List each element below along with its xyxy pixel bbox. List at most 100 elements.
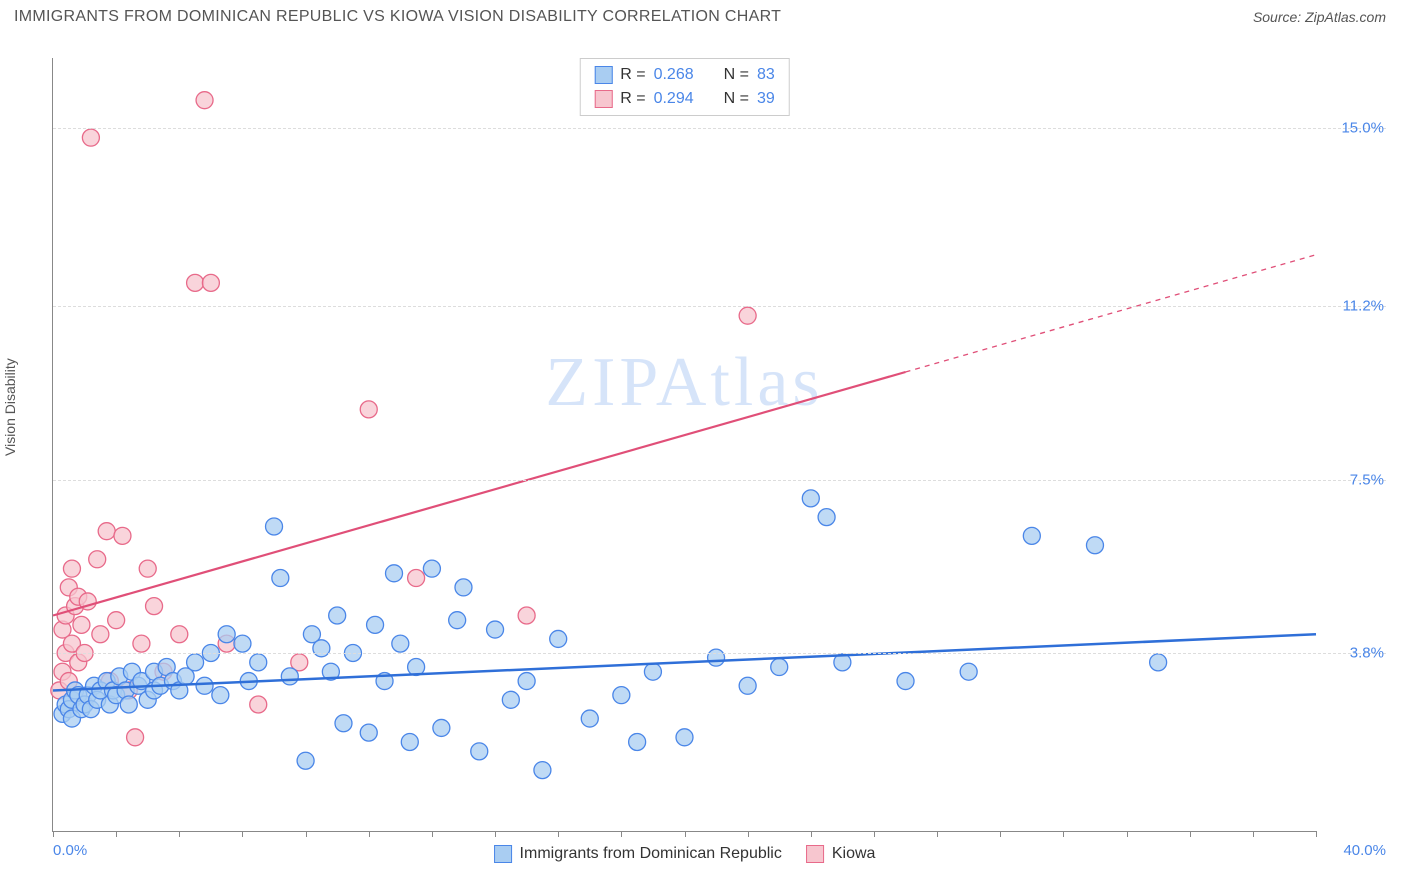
gridline: [53, 480, 1386, 481]
data-point: [250, 654, 267, 671]
x-tick: [1127, 831, 1128, 837]
data-point: [408, 570, 425, 587]
data-point: [708, 649, 725, 666]
chart-container: Vision Disability ZIPAtlas R = 0.268 N =…: [14, 40, 1386, 872]
data-point: [120, 696, 137, 713]
data-point: [386, 565, 403, 582]
source-name: ZipAtlas.com: [1305, 9, 1386, 25]
series-legend: Immigrants from Dominican Republic Kiowa: [494, 845, 876, 863]
data-point: [133, 635, 150, 652]
data-point: [272, 570, 289, 587]
data-point: [471, 743, 488, 760]
data-point: [212, 687, 229, 704]
data-point: [1086, 537, 1103, 554]
data-point: [281, 668, 298, 685]
data-point: [433, 719, 450, 736]
x-tick: [116, 831, 117, 837]
legend-r-value: 0.294: [654, 87, 694, 111]
data-point: [127, 729, 144, 746]
data-point: [335, 715, 352, 732]
data-point: [92, 626, 109, 643]
plot-area: ZIPAtlas R = 0.268 N = 83 R = 0.294 N = …: [52, 58, 1316, 832]
legend-swatch-blue: [594, 66, 612, 84]
data-point: [98, 523, 115, 540]
y-tick-label: 7.5%: [1350, 471, 1384, 488]
x-tick: [621, 831, 622, 837]
legend-n-label: N =: [724, 63, 749, 87]
data-point: [818, 509, 835, 526]
data-point: [487, 621, 504, 638]
data-point: [114, 527, 131, 544]
x-tick: [1063, 831, 1064, 837]
data-point: [196, 677, 213, 694]
data-point: [629, 733, 646, 750]
data-point: [676, 729, 693, 746]
scatter-svg: [53, 58, 1316, 831]
legend-n-value: 83: [757, 63, 775, 87]
data-point: [187, 654, 204, 671]
data-point: [401, 733, 418, 750]
x-tick: [179, 831, 180, 837]
x-tick: [369, 831, 370, 837]
x-tick: [53, 831, 54, 837]
x-tick: [748, 831, 749, 837]
y-tick-label: 15.0%: [1341, 120, 1384, 137]
legend-item: Kiowa: [806, 845, 876, 863]
header: IMMIGRANTS FROM DOMINICAN REPUBLIC VS KI…: [0, 0, 1406, 26]
x-tick: [495, 831, 496, 837]
data-point: [250, 696, 267, 713]
data-point: [1023, 527, 1040, 544]
data-point: [329, 607, 346, 624]
x-tick: [937, 831, 938, 837]
x-tick-label: 40.0%: [1343, 842, 1386, 859]
data-point: [518, 673, 535, 690]
data-point: [502, 691, 519, 708]
legend-item: Immigrants from Dominican Republic: [494, 845, 782, 863]
data-point: [146, 598, 163, 615]
gridline: [53, 128, 1386, 129]
data-point: [187, 274, 204, 291]
data-point: [108, 612, 125, 629]
x-tick: [685, 831, 686, 837]
data-point: [196, 92, 213, 109]
data-point: [802, 490, 819, 507]
x-tick: [1190, 831, 1191, 837]
x-tick-label: 0.0%: [53, 842, 87, 859]
chart-title: IMMIGRANTS FROM DOMINICAN REPUBLIC VS KI…: [14, 8, 781, 26]
x-tick: [306, 831, 307, 837]
data-point: [455, 579, 472, 596]
data-point: [266, 518, 283, 535]
data-point: [171, 626, 188, 643]
trend-line-dashed: [906, 255, 1316, 372]
legend-row: R = 0.294 N = 39: [594, 87, 775, 111]
data-point: [771, 659, 788, 676]
source-prefix: Source:: [1253, 9, 1305, 25]
data-point: [73, 616, 90, 633]
x-tick: [811, 831, 812, 837]
source-attribution: Source: ZipAtlas.com: [1253, 9, 1386, 25]
legend-swatch-pink: [806, 845, 824, 863]
correlation-legend: R = 0.268 N = 83 R = 0.294 N = 39: [579, 58, 790, 116]
legend-r-label: R =: [620, 63, 645, 87]
data-point: [550, 630, 567, 647]
legend-swatch-pink: [594, 90, 612, 108]
data-point: [960, 663, 977, 680]
x-tick: [558, 831, 559, 837]
x-tick: [1253, 831, 1254, 837]
data-point: [613, 687, 630, 704]
gridline: [53, 653, 1386, 654]
legend-label: Immigrants from Dominican Republic: [520, 845, 782, 863]
data-point: [644, 663, 661, 680]
gridline: [53, 306, 1386, 307]
y-axis-label: Vision Disability: [2, 358, 18, 456]
legend-n-label: N =: [724, 87, 749, 111]
legend-label: Kiowa: [832, 845, 876, 863]
trend-line: [53, 372, 906, 615]
x-tick: [242, 831, 243, 837]
data-point: [367, 616, 384, 633]
data-point: [739, 307, 756, 324]
data-point: [202, 274, 219, 291]
x-tick: [1316, 831, 1317, 837]
data-point: [234, 635, 251, 652]
legend-swatch-blue: [494, 845, 512, 863]
